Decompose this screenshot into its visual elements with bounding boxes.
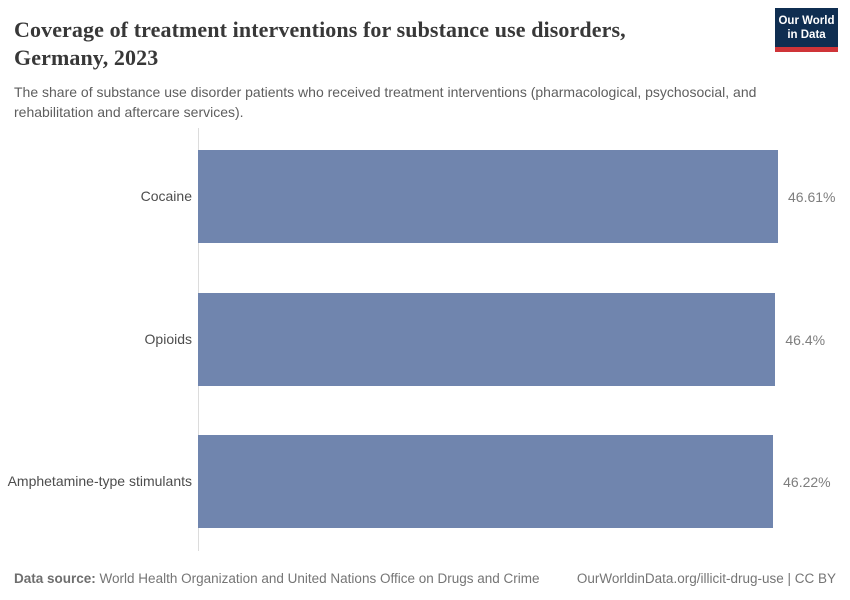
bar-chart: Cocaine 46.61% Opioids 46.4% Amphetamine… xyxy=(0,128,850,551)
category-label: Amphetamine-type stimulants xyxy=(7,473,192,489)
bar-cell: 46.61% xyxy=(198,150,835,243)
bar-value-label: 46.61% xyxy=(788,188,836,205)
bar-value-label: 46.22% xyxy=(783,473,831,490)
chart-subtitle: The share of substance use disorder pati… xyxy=(14,84,757,120)
bar xyxy=(198,150,778,243)
chart-header: Coverage of treatment interventions for … xyxy=(14,16,760,122)
chart-title-line1: Coverage of treatment interventions for … xyxy=(14,17,626,42)
data-source-note: Data source: World Health Organization a… xyxy=(14,571,540,586)
bar xyxy=(198,293,776,386)
owid-logo-line2: in Data xyxy=(787,29,826,41)
bar-value-label: 46.4% xyxy=(785,331,826,348)
owid-logo-box: Our World in Data xyxy=(775,8,838,47)
owid-url-link[interactable]: OurWorldinData.org/illicit-drug-use | CC… xyxy=(576,571,836,586)
owid-logo-line1: Our World xyxy=(778,15,835,27)
bar-row: Opioids 46.4% xyxy=(0,293,850,386)
owid-logo-red-stripe xyxy=(775,47,838,52)
bar-cell: 46.22% xyxy=(198,435,831,528)
bar xyxy=(198,435,774,528)
chart-title: Coverage of treatment interventions for … xyxy=(14,16,760,72)
owid-logo: Our World in Data xyxy=(775,8,838,52)
bar-cell: 46.4% xyxy=(198,293,825,386)
category-label: Cocaine xyxy=(140,188,192,204)
chart-title-line2: Germany, 2023 xyxy=(14,45,159,70)
category-label: Opioids xyxy=(144,331,192,347)
chart-footer: Data source: World Health Organization a… xyxy=(14,571,836,586)
bar-row: Amphetamine-type stimulants 46.22% xyxy=(0,435,850,528)
data-source-label: Data source: xyxy=(14,571,96,586)
data-source-text: World Health Organization and United Nat… xyxy=(99,571,540,586)
bar-row: Cocaine 46.61% xyxy=(0,150,850,243)
